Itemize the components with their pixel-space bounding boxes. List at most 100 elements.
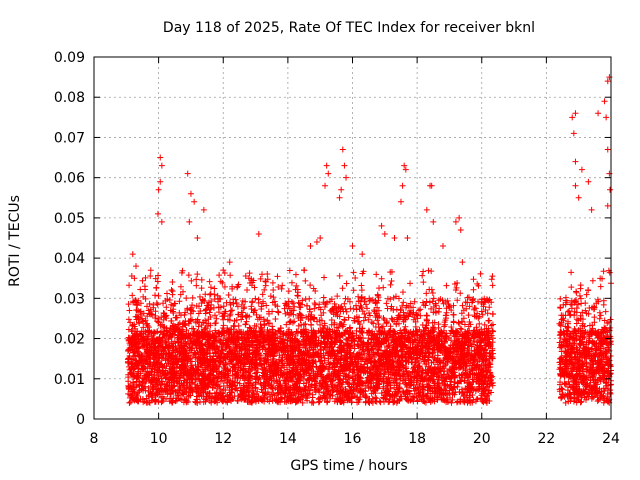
data-point — [218, 374, 225, 381]
data-point — [395, 295, 402, 302]
data-point — [238, 359, 245, 366]
data-point — [383, 383, 390, 390]
data-point — [284, 309, 291, 316]
data-point — [168, 397, 175, 404]
data-point — [234, 303, 241, 310]
data-point — [354, 341, 361, 348]
data-point — [129, 328, 136, 335]
data-point — [409, 333, 416, 340]
data-point — [365, 335, 372, 342]
data-point — [173, 314, 180, 321]
data-point — [133, 297, 140, 304]
data-point — [190, 366, 197, 373]
data-point — [470, 276, 477, 283]
data-point — [149, 393, 156, 400]
data-point — [206, 278, 213, 285]
data-point — [311, 386, 318, 393]
data-point — [331, 321, 338, 328]
data-point — [257, 321, 264, 328]
data-point — [134, 302, 141, 309]
data-point — [347, 329, 354, 336]
data-point — [365, 352, 372, 359]
data-point — [437, 296, 444, 303]
data-point — [165, 345, 172, 352]
data-point — [130, 298, 137, 305]
data-point — [247, 325, 254, 332]
data-point — [311, 377, 318, 384]
data-point — [275, 284, 282, 291]
data-point — [354, 371, 361, 378]
data-point — [449, 364, 456, 371]
data-point — [290, 300, 297, 307]
data-point — [279, 360, 286, 367]
data-point — [195, 303, 202, 310]
data-point — [159, 398, 166, 405]
data-point — [206, 390, 213, 397]
data-point — [360, 366, 367, 373]
data-point — [431, 371, 438, 378]
data-point — [275, 368, 282, 375]
data-point — [361, 298, 368, 305]
data-point — [233, 299, 240, 306]
data-point — [389, 316, 396, 323]
data-point — [254, 357, 261, 364]
data-point — [220, 330, 227, 337]
data-point — [383, 300, 390, 307]
data-point — [221, 283, 228, 290]
data-point — [227, 272, 234, 279]
data-points — [124, 74, 614, 406]
data-point — [484, 310, 491, 317]
data-point — [355, 293, 362, 300]
data-point — [362, 398, 369, 405]
data-point — [424, 312, 431, 319]
data-point — [245, 275, 252, 282]
data-point — [402, 323, 409, 330]
data-point — [413, 355, 420, 362]
data-point — [450, 349, 457, 356]
data-point — [481, 373, 488, 380]
data-point — [251, 322, 258, 329]
data-point — [179, 288, 186, 295]
data-point — [235, 336, 242, 343]
data-point — [258, 396, 265, 403]
data-point — [388, 303, 395, 310]
data-point — [481, 346, 488, 353]
data-point — [489, 310, 496, 317]
data-point — [387, 269, 394, 276]
data-point — [430, 295, 437, 302]
data-point — [163, 388, 170, 395]
data-point — [125, 378, 132, 385]
data-point — [178, 269, 185, 276]
data-point — [415, 386, 422, 393]
data-point — [152, 356, 159, 363]
data-point — [414, 385, 421, 392]
data-point — [482, 298, 489, 305]
data-point — [489, 282, 496, 289]
data-point — [482, 307, 489, 314]
data-point — [152, 312, 159, 319]
data-point — [387, 323, 394, 330]
data-point — [350, 381, 357, 388]
data-point — [416, 326, 423, 333]
data-point — [417, 331, 424, 338]
data-point — [454, 297, 461, 304]
data-point — [220, 316, 227, 323]
data-point — [261, 286, 268, 293]
data-point — [368, 319, 375, 326]
data-point — [240, 366, 247, 373]
data-point — [341, 329, 348, 336]
data-point — [165, 351, 172, 358]
data-point — [178, 355, 185, 362]
data-point — [188, 277, 195, 284]
data-point — [380, 284, 387, 291]
data-point — [269, 279, 276, 286]
data-point — [477, 395, 484, 402]
data-point — [378, 324, 385, 331]
data-point — [126, 366, 133, 373]
data-point — [350, 269, 357, 276]
data-point — [380, 377, 387, 384]
data-point — [185, 340, 192, 347]
data-point — [155, 292, 162, 299]
data-point — [333, 324, 340, 331]
data-point — [361, 350, 368, 357]
